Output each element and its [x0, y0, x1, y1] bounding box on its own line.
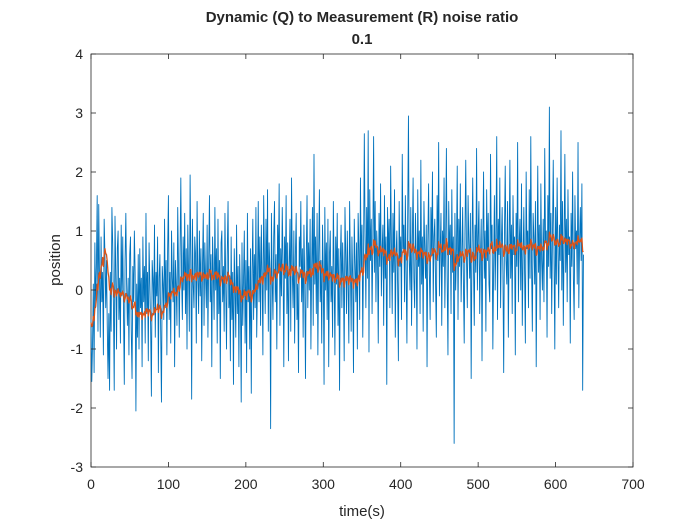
y-tick-label: -2 — [71, 400, 84, 416]
x-tick-label: 600 — [544, 476, 568, 492]
chart-title-line2: 0.1 — [352, 31, 373, 48]
series-layer — [90, 106, 584, 444]
chart-title-line1: Dynamic (Q) to Measurement (R) noise rat… — [206, 9, 519, 26]
ticks-layer: 0 100 200 300 400 500 600 700 -3 -2 -1 0 1 2 3 4 — [71, 46, 645, 492]
x-tick-label: 700 — [621, 476, 645, 492]
y-tick-label: -3 — [71, 459, 84, 475]
x-tick-label: 0 — [87, 476, 95, 492]
y-tick-label: 3 — [75, 105, 83, 121]
y-tick-label: 0 — [75, 282, 83, 298]
y-axis-label: position — [47, 234, 64, 286]
y-tick-label: 4 — [75, 46, 83, 62]
x-tick-label: 400 — [389, 476, 413, 492]
y-tick-label: 2 — [75, 164, 83, 180]
x-tick-label: 500 — [466, 476, 490, 492]
estimate-series-line — [90, 231, 584, 328]
y-tick-label: 1 — [75, 223, 83, 239]
x-tick-label: 200 — [234, 476, 258, 492]
x-tick-label: 100 — [157, 476, 181, 492]
x-tick-label: 300 — [312, 476, 336, 492]
y-tick-label: -1 — [71, 341, 84, 357]
x-axis-label: time(s) — [339, 503, 385, 520]
measurement-series-line — [90, 106, 584, 444]
